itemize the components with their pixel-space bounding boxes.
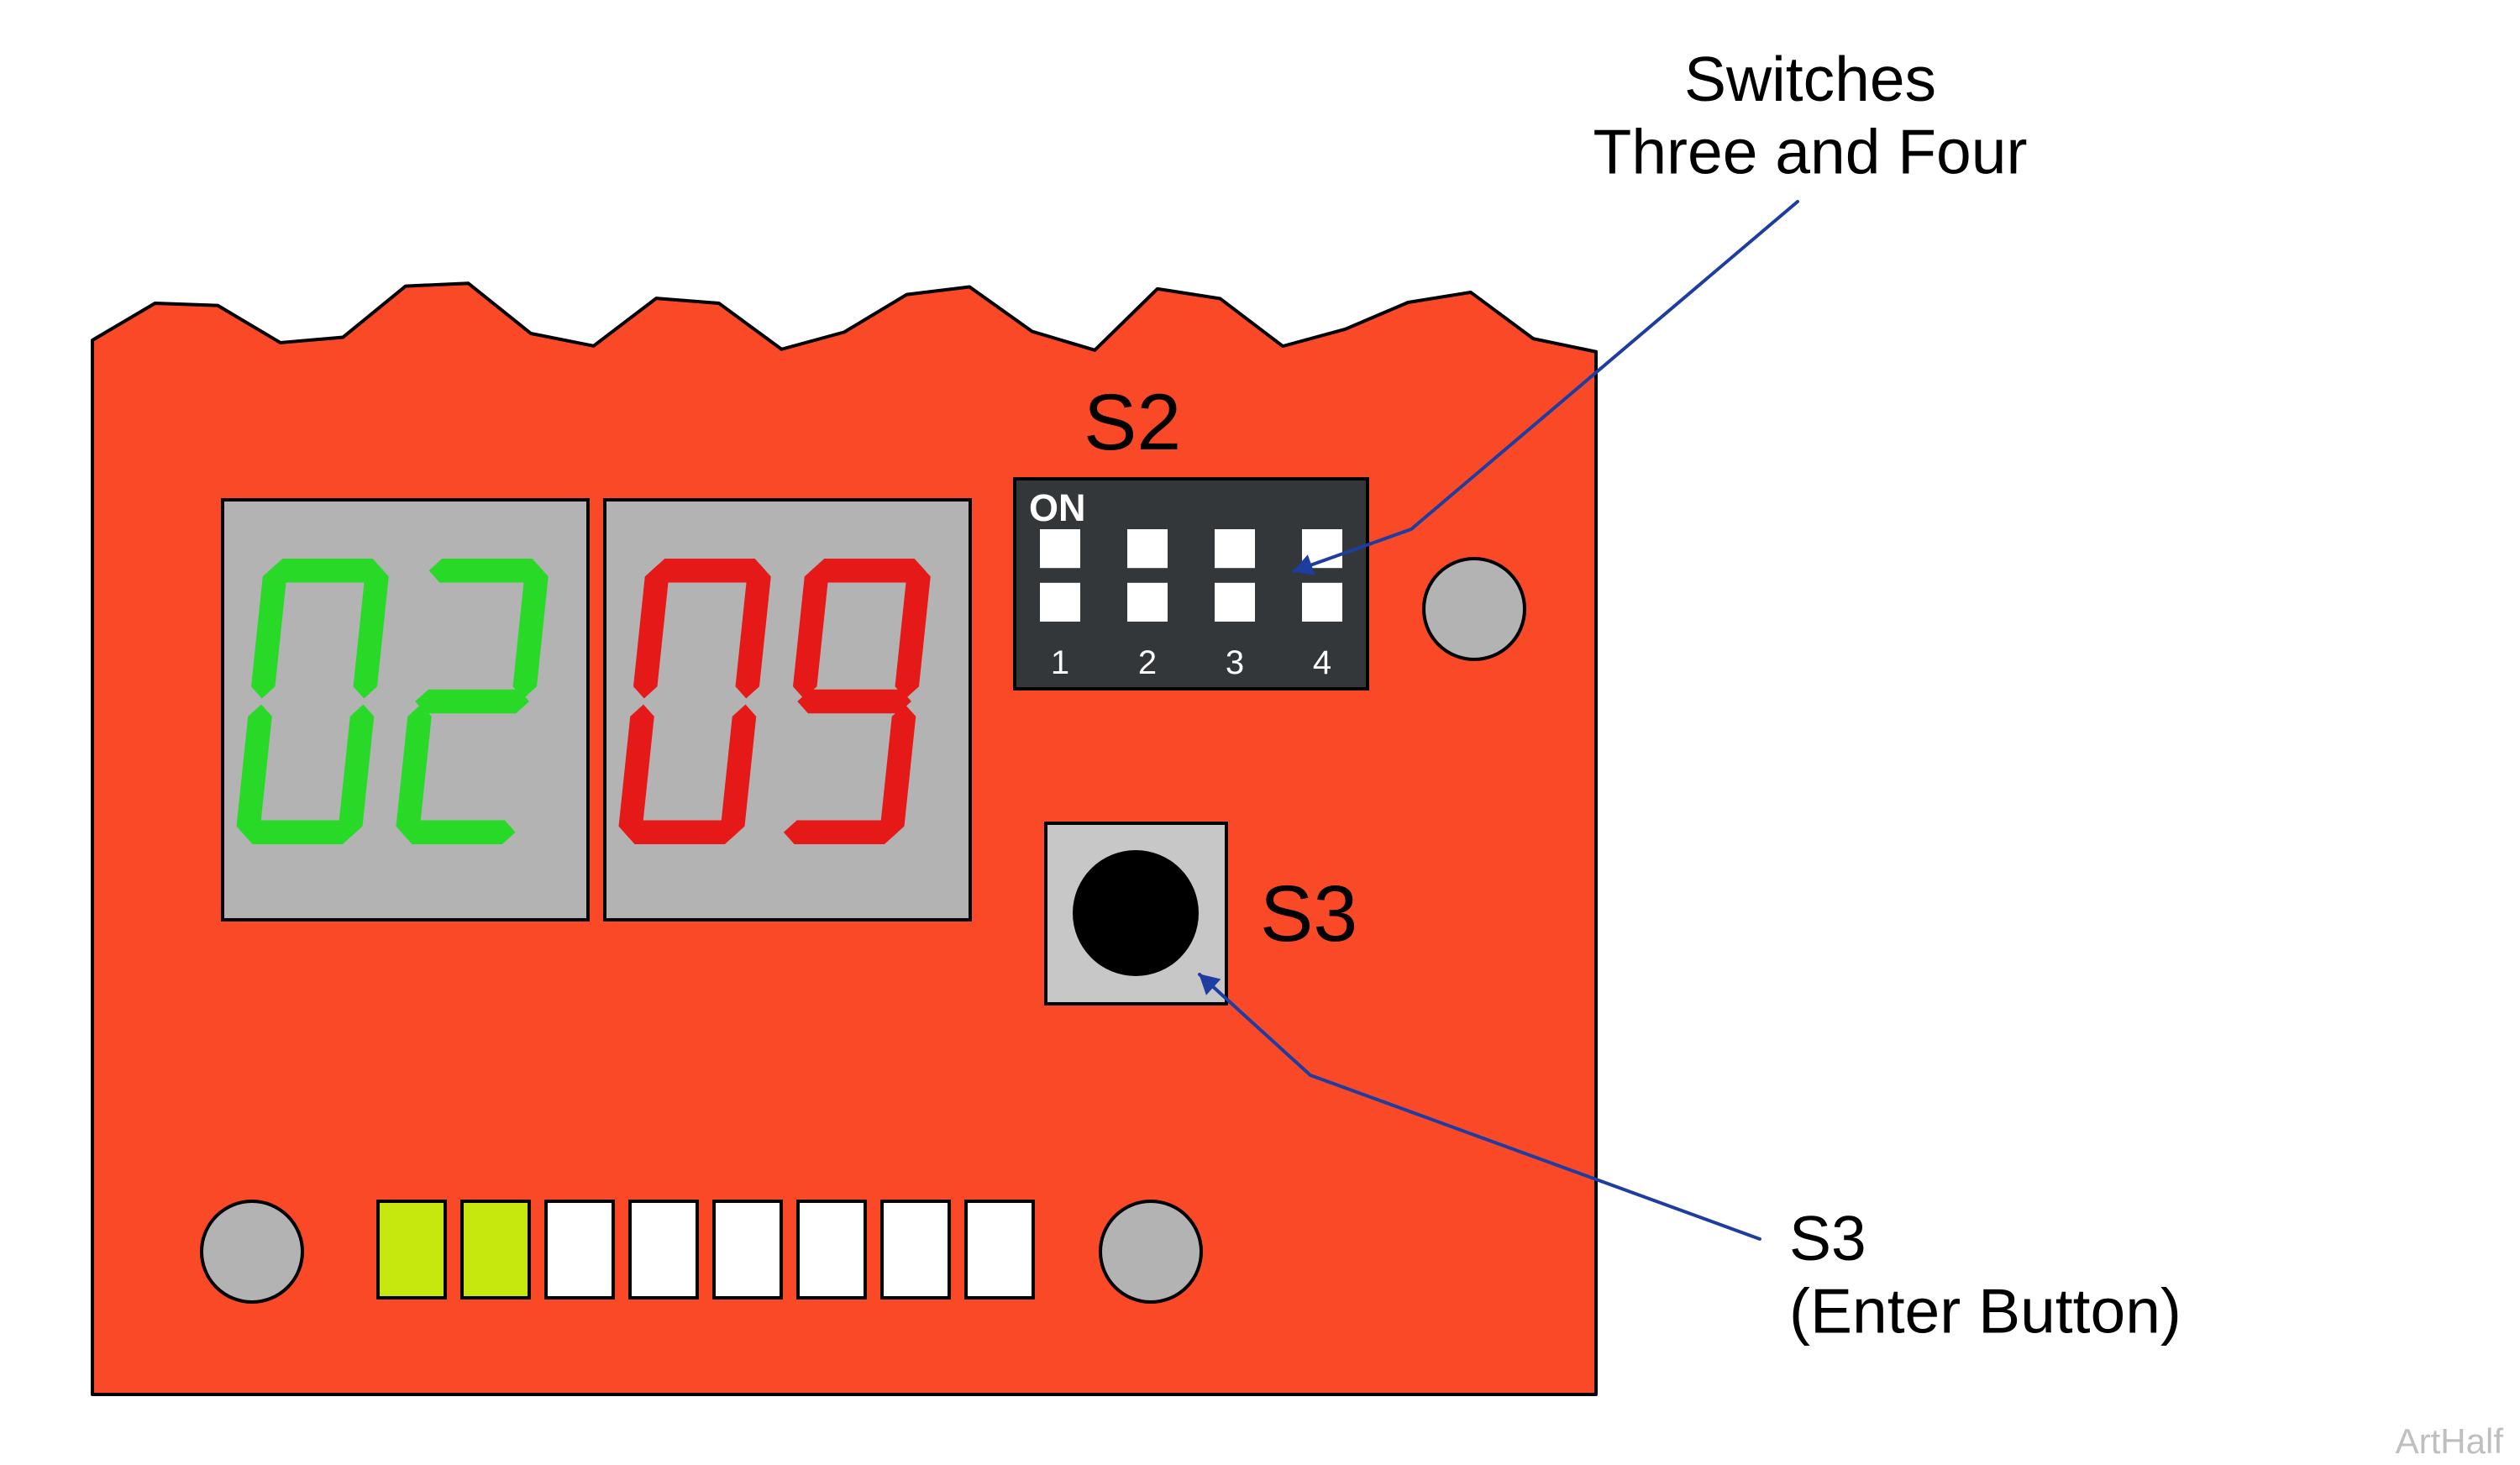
dip-on-label: ON: [1029, 486, 1086, 529]
dip-switch-1-label: 1: [1051, 644, 1069, 681]
led-3: [630, 1201, 697, 1298]
callout-bottom-line-1: (Enter Button): [1789, 1275, 2181, 1346]
led-7: [966, 1201, 1033, 1298]
led-0: [378, 1201, 445, 1298]
led-6: [882, 1201, 949, 1298]
dip-switch-4-label: 4: [1313, 644, 1331, 681]
led-4: [714, 1201, 781, 1298]
watermark: ArtHalf: [2396, 1421, 2504, 1461]
led-2: [546, 1201, 613, 1298]
callout-top-line-1: Three and Four: [1593, 116, 2028, 186]
led-1: [462, 1201, 529, 1298]
dip-switch-2-label: 2: [1138, 644, 1157, 681]
dip-switch-3-label: 3: [1226, 644, 1244, 681]
s3-label: S3: [1260, 869, 1357, 958]
callout-top-line-0: Switches: [1684, 44, 1936, 114]
led-5: [798, 1201, 865, 1298]
mount-hole-2: [1100, 1201, 1201, 1302]
s3-button[interactable]: [1073, 850, 1199, 976]
s2-label: S2: [1084, 378, 1181, 467]
callout-bottom-line-0: S3: [1789, 1203, 1866, 1273]
mount-hole-0: [1424, 559, 1525, 659]
mount-hole-1: [202, 1201, 302, 1302]
